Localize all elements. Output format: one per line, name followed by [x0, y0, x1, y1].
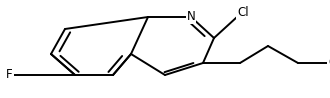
Text: N: N — [187, 10, 195, 24]
Text: Cl: Cl — [328, 57, 330, 69]
Text: F: F — [6, 69, 13, 82]
Text: Cl: Cl — [237, 5, 248, 19]
